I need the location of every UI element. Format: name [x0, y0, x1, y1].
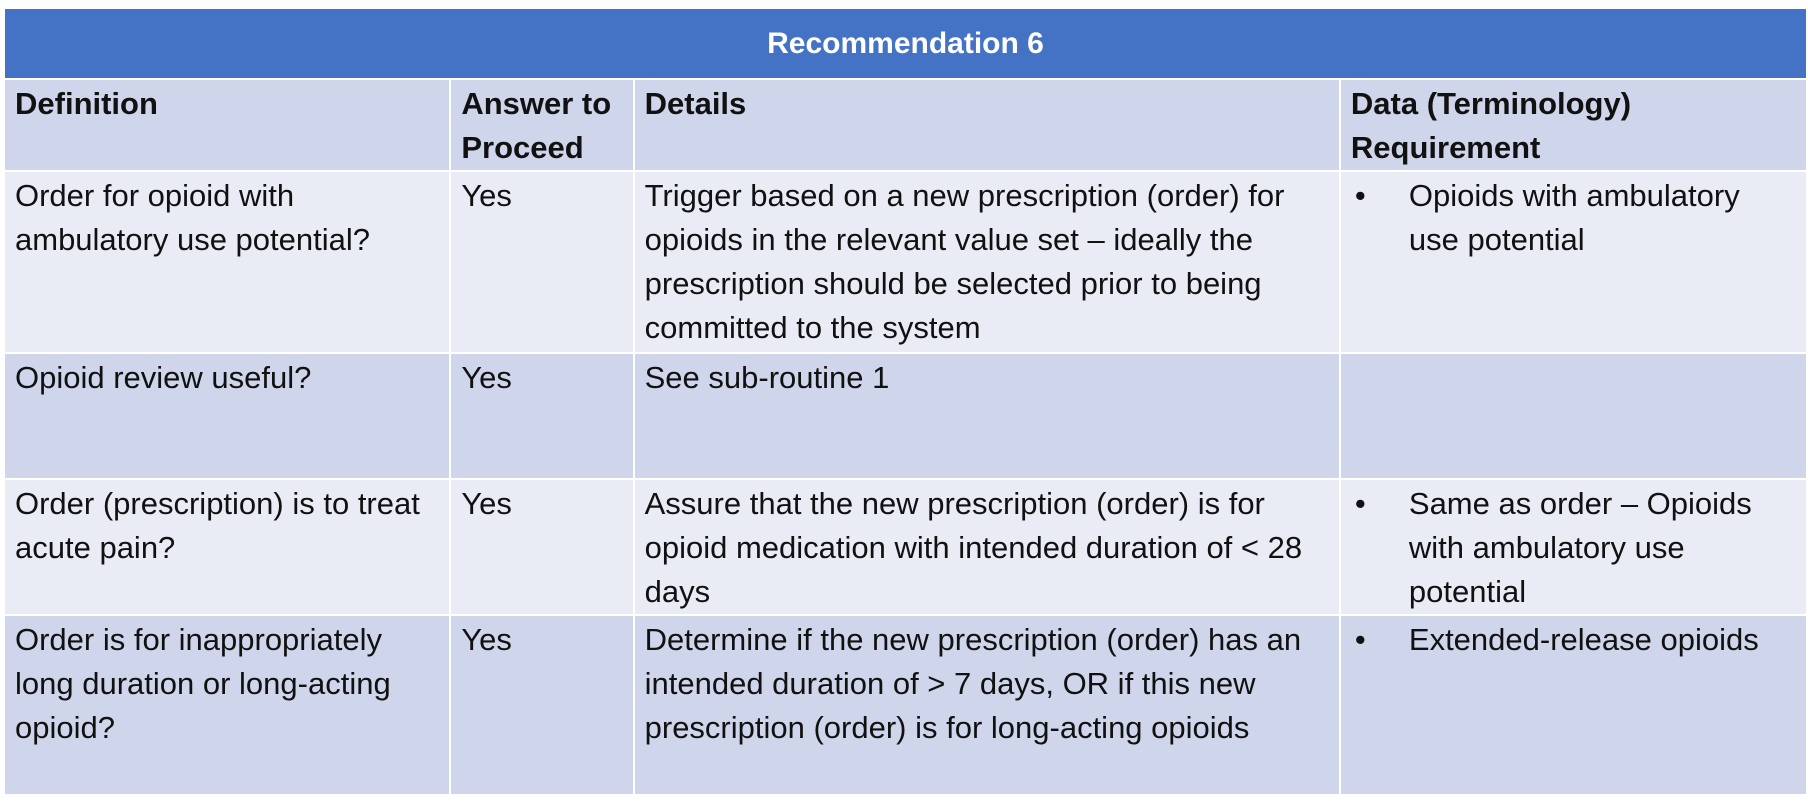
requirement-list: • Opioids with ambulatory use potential [1351, 174, 1796, 262]
table-title: Recommendation 6 [3, 7, 1808, 80]
requirement-item: • Same as order – Opioids with ambulator… [1351, 482, 1796, 614]
table-row: Order is for inappropriately long durati… [2, 614, 1808, 796]
requirement-text: Extended-release opioids [1408, 622, 1759, 657]
requirement-text: Same as order – Opioids with ambulatory … [1408, 486, 1752, 609]
recommendation-table-wrapper: Recommendation 6 Definition Answer to Pr… [2, 7, 1808, 796]
cell-answer: Yes [449, 614, 635, 796]
cell-answer: Yes [449, 170, 635, 354]
requirement-list: • Extended-release opioids [1351, 618, 1796, 662]
cell-data-requirement: • Same as order – Opioids with ambulator… [1338, 478, 1808, 616]
header-row: Definition Answer to Proceed Details Dat… [2, 78, 1808, 172]
cell-details: Trigger based on a new prescription (ord… [632, 170, 1341, 354]
title-row: Recommendation 6 [3, 7, 1808, 80]
recommendation-table: Recommendation 6 Definition Answer to Pr… [2, 7, 1808, 796]
header-definition: Definition [2, 78, 452, 172]
table-row: Order for opioid with ambulatory use pot… [2, 170, 1808, 354]
bullet-icon: • [1354, 486, 1366, 521]
table-row: Opioid review useful? Yes See sub-routin… [2, 352, 1808, 480]
cell-definition: Order for opioid with ambulatory use pot… [2, 170, 452, 354]
table-row: Order (prescription) is to treat acute p… [2, 478, 1808, 616]
cell-data-requirement: • Opioids with ambulatory use potential [1338, 170, 1808, 354]
bullet-icon: • [1354, 622, 1366, 657]
cell-definition: Order is for inappropriately long durati… [2, 614, 452, 796]
cell-definition: Order (prescription) is to treat acute p… [2, 478, 452, 616]
header-details: Details [632, 78, 1341, 172]
cell-definition: Opioid review useful? [2, 352, 452, 480]
cell-details: See sub-routine 1 [632, 352, 1341, 480]
requirement-item: • Extended-release opioids [1351, 618, 1796, 662]
header-data-requirement: Data (Terminology) Requirement [1338, 78, 1808, 172]
cell-details: Assure that the new prescription (order)… [632, 478, 1341, 616]
requirement-text: Opioids with ambulatory use potential [1408, 178, 1740, 257]
requirement-item: • Opioids with ambulatory use potential [1351, 174, 1796, 262]
cell-data-requirement [1338, 352, 1808, 480]
requirement-list: • Same as order – Opioids with ambulator… [1351, 482, 1796, 614]
cell-answer: Yes [449, 352, 635, 480]
cell-answer: Yes [449, 478, 635, 616]
cell-details: Determine if the new prescription (order… [632, 614, 1341, 796]
cell-data-requirement: • Extended-release opioids [1338, 614, 1808, 796]
header-answer: Answer to Proceed [449, 78, 635, 172]
bullet-icon: • [1354, 178, 1366, 213]
